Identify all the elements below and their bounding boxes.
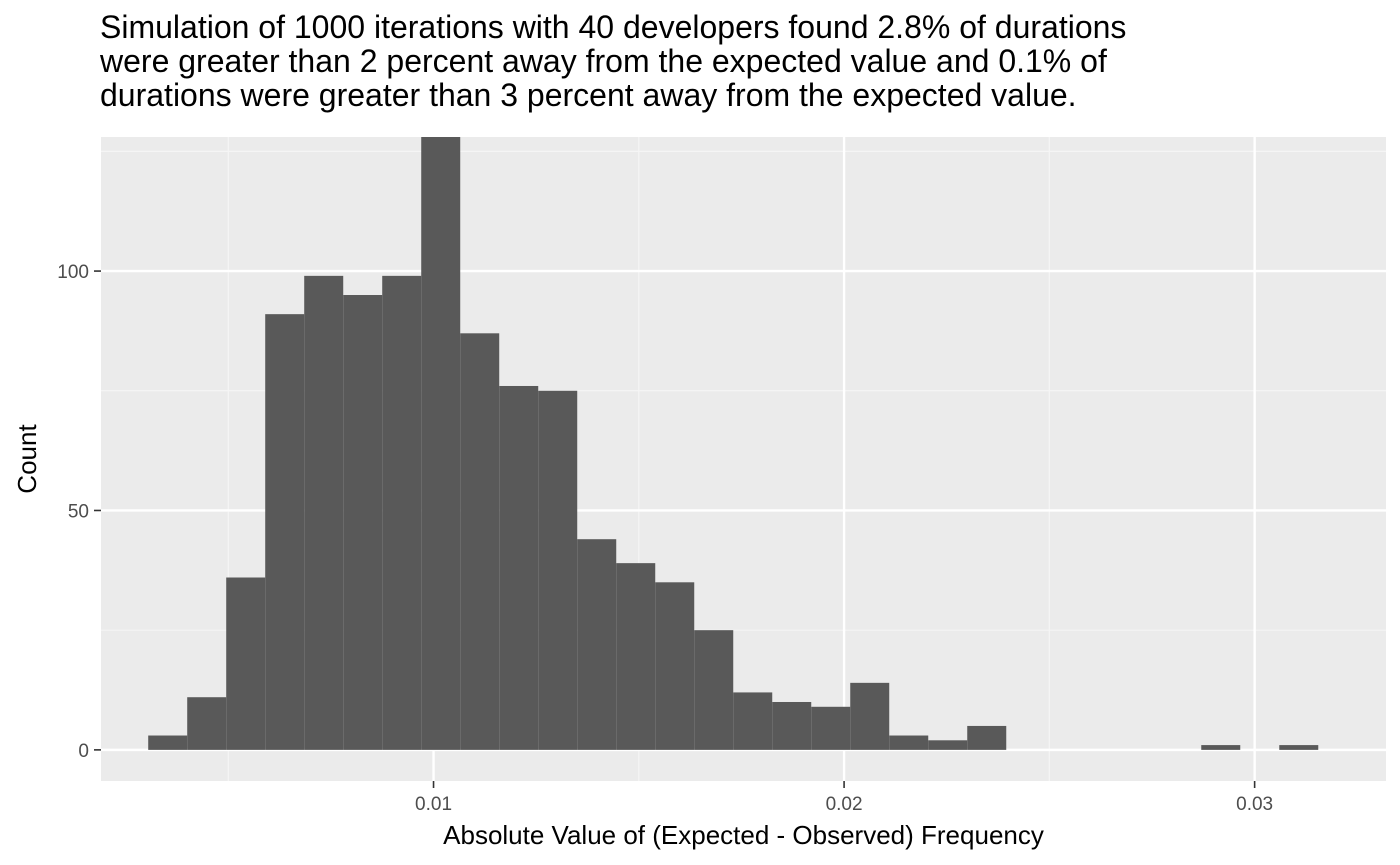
chart-title-line-1: Simulation of 1000 iterations with 40 de… [100,9,1127,45]
histogram-bar [928,740,968,750]
histogram-bar [967,725,1007,750]
histogram-bar [889,735,929,750]
x-axis-ticks: 0.01 0.02 0.03 [415,781,1273,815]
histogram-bar [850,682,890,750]
x-axis-title: Absolute Value of (Expected - Observed) … [443,820,1044,850]
histogram-bar [382,275,422,750]
histogram-bar [265,314,305,750]
histogram-bar [421,137,461,750]
x-tick-label: 0.03 [1236,794,1273,815]
y-axis-ticks: 0 50 100 [57,262,101,762]
histogram-bar [1201,745,1241,750]
histogram-bar [1279,745,1319,750]
chart-title: Simulation of 1000 iterations with 40 de… [100,10,1380,112]
histogram-bar [187,697,227,750]
chart-title-line-3: durations were greater than 3 percent aw… [100,77,1077,113]
histogram-bar [148,735,188,750]
y-tick-label: 0 [78,741,89,762]
x-tick-label: 0.02 [826,794,863,815]
histogram-bar [772,701,812,750]
histogram-bar [499,385,539,750]
histogram-bar [694,630,734,750]
x-tick-label: 0.01 [415,794,452,815]
histogram-bar [811,706,851,750]
histogram-bar [733,692,773,750]
histogram-bar [460,333,500,750]
y-tick-label: 100 [57,262,89,283]
histogram-bar [226,577,266,750]
histogram-bar [304,275,344,750]
histogram-bar [343,295,383,750]
histogram-bar [616,563,656,750]
histogram-bar [655,582,695,750]
y-axis-title: Count [12,424,42,494]
histogram-bars [148,137,1319,750]
histogram-bar [538,390,578,750]
y-tick-label: 50 [68,501,89,522]
histogram-bar [577,539,617,750]
chart-title-line-2: were greater than 2 percent away from th… [100,43,1107,79]
